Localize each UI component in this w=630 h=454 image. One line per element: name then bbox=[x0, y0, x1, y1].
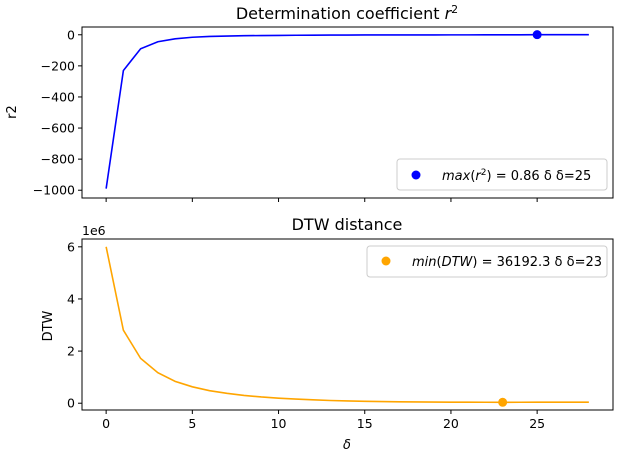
dtw-legend-marker bbox=[381, 256, 391, 266]
dtw-x-axis-label: δ bbox=[343, 438, 351, 453]
dtw-y-tick-label: 2 bbox=[67, 344, 75, 359]
r2-y-tick-label: 0 bbox=[67, 27, 75, 42]
dtw-x-tick-label: 25 bbox=[529, 416, 545, 431]
r2-chart-title: Determination coefficient r2 bbox=[236, 3, 458, 23]
dtw-legend-box bbox=[366, 245, 608, 278]
r2-optimum-point bbox=[532, 30, 542, 40]
dtw-x-tick-label: 20 bbox=[443, 416, 459, 431]
dtw-series-layer bbox=[105, 246, 589, 404]
dtw-axes-frame bbox=[81, 238, 614, 411]
r2-y-ticks: 0 −200 −400 −600 −800 −1000 bbox=[33, 27, 82, 198]
r2-subplot: Determination coefficient r2 0 −200 −400 −6… bbox=[5, 3, 614, 202]
dtw-y-tick-label: 0 bbox=[67, 396, 75, 411]
r2-y-tick-label: −1000 bbox=[33, 183, 75, 198]
r2-x-ticks bbox=[105, 198, 538, 202]
dtw-legend-label: min(DTW) = 36192.3 δ δ=23 bbox=[412, 255, 602, 270]
dtw-y-tick-label: 4 bbox=[67, 291, 75, 306]
r2-y-tick-label: −800 bbox=[41, 152, 75, 167]
dtw-legend: min(DTW) = 36192.3 δ δ=23 bbox=[366, 245, 608, 278]
dtw-y-tick-label: 6 bbox=[67, 239, 75, 254]
r2-marker-layer bbox=[532, 30, 542, 40]
dtw-y-axis-label: DTW bbox=[41, 310, 56, 341]
dtw-x-tick-label: 10 bbox=[271, 416, 287, 431]
dtw-chart-title: DTW distance bbox=[292, 215, 403, 234]
r2-legend-label: max(r2) = 0.86 δ δ=25 bbox=[442, 168, 591, 184]
dtw-offset-text: 1e6 bbox=[82, 223, 106, 238]
dtw-x-tick-label: 0 bbox=[102, 416, 110, 431]
r2-y-tick-label: −200 bbox=[41, 58, 75, 73]
r2-legend: max(r2) = 0.86 δ δ=25 bbox=[396, 158, 608, 191]
r2-axes-frame bbox=[81, 26, 614, 199]
r2-legend-box bbox=[396, 158, 608, 191]
r2-y-tick-label: −600 bbox=[41, 121, 75, 136]
dtw-x-ticks: 0 5 10 15 20 25 bbox=[102, 410, 545, 431]
r2-legend-marker bbox=[411, 170, 421, 180]
r2-y-axis-label: r2 bbox=[5, 105, 20, 119]
dtw-x-tick-label: 15 bbox=[357, 416, 373, 431]
r2-series-layer bbox=[105, 33, 589, 189]
dtw-x-tick-label: 5 bbox=[188, 416, 196, 431]
dtw-optimum-point bbox=[498, 397, 508, 407]
dtw-series-line-0 bbox=[105, 246, 589, 404]
r2-series-line-0 bbox=[105, 33, 589, 189]
dtw-y-ticks: 0 2 4 6 bbox=[67, 239, 82, 411]
r2-y-tick-label: −400 bbox=[41, 89, 75, 104]
dtw-subplot: DTW distance 0 2 4 6 0 5 10 15 20 25 1e6 DTW δ m… bbox=[41, 215, 614, 453]
dtw-marker-layer bbox=[498, 397, 508, 407]
